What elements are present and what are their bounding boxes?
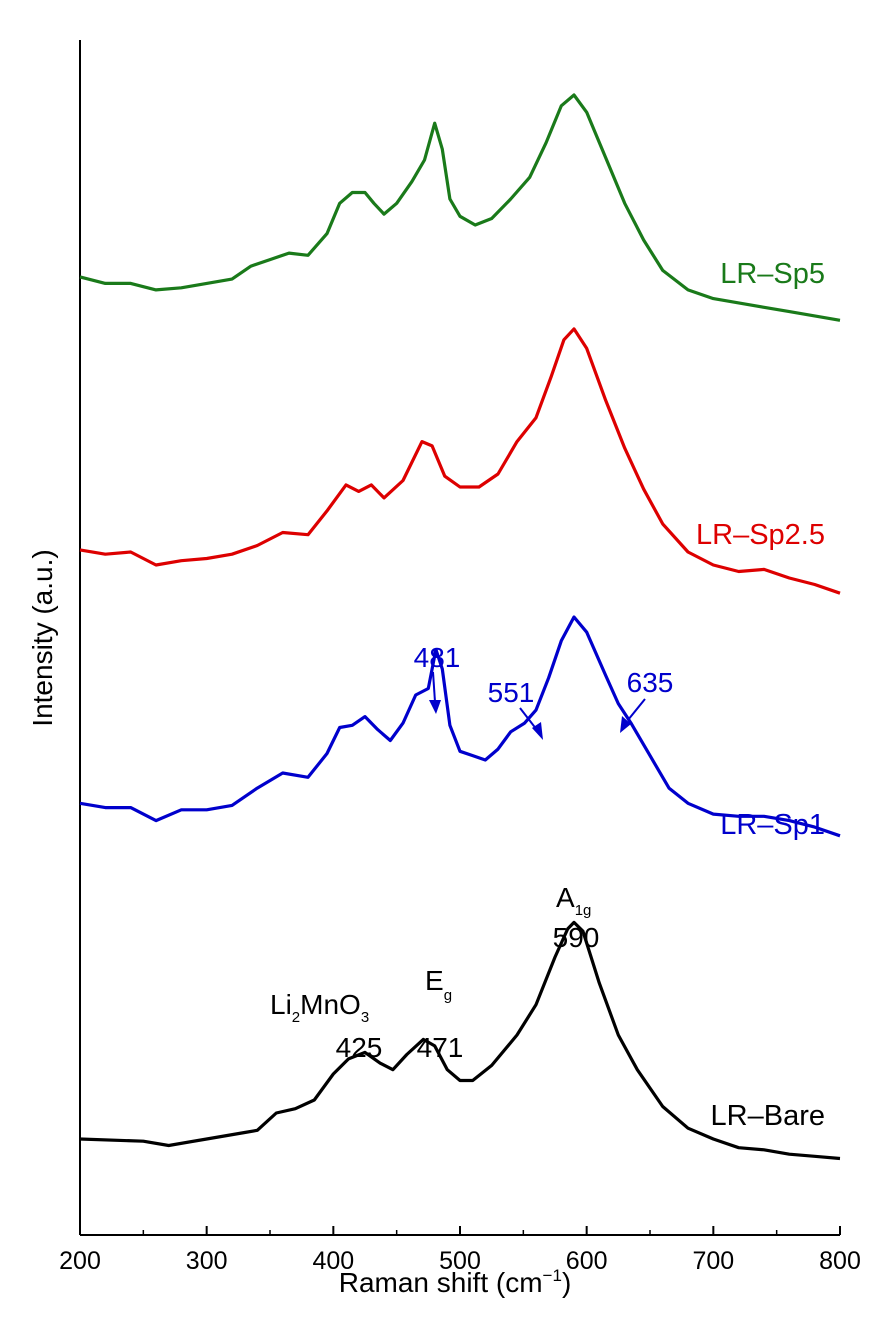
x-tick-label-400: 400 [312,1247,354,1275]
y-axis-title: Intensity (a.u.) [27,549,58,726]
series-line-lr-sp1 [79,615,841,838]
series-line-lr-bare [79,920,841,1161]
arrowhead-635 [620,716,631,733]
arrow-635 [627,698,646,721]
annotation-425: 425 [336,1032,383,1063]
annotation-li2mno3: Li2MnO3 [270,989,369,1026]
arrowhead-551 [532,722,543,740]
series-label-bare: LR–Bare [711,1100,825,1132]
series-label-sp1: LR–Sp1 [720,809,825,841]
series-label-sp2-5: LR–Sp2.5 [696,519,825,551]
x-tick-label-300: 300 [186,1247,228,1275]
arrowhead-481 [429,700,441,714]
series-layer [79,93,841,1161]
x-ticks: 200 300 400 500 600 700 800 [59,1226,861,1275]
x-tick-label-700: 700 [692,1247,734,1275]
x-tick-label-600: 600 [566,1247,608,1275]
series-label-sp5: LR–Sp5 [720,258,825,290]
annotation-eg: Eg [425,965,452,1004]
annotation-471: 471 [417,1032,464,1063]
series-line-lr-sp2-5 [79,327,841,595]
arrow-481 [432,671,436,703]
arrow-551 [519,707,538,731]
x-axis-title: Raman shift (cm−1) [339,1266,572,1298]
annotation-a1g: A1g [556,882,591,919]
annotation-635: 635 [627,667,674,698]
x-tick-label-800: 800 [819,1247,861,1275]
annotation-590: 590 [553,922,600,953]
x-tick-label-500: 500 [439,1247,481,1275]
annotation-481: 481 [414,642,461,673]
x-tick-label-200: 200 [59,1247,101,1275]
series-line-lr-sp5 [79,93,841,322]
annotation-551: 551 [488,677,535,708]
